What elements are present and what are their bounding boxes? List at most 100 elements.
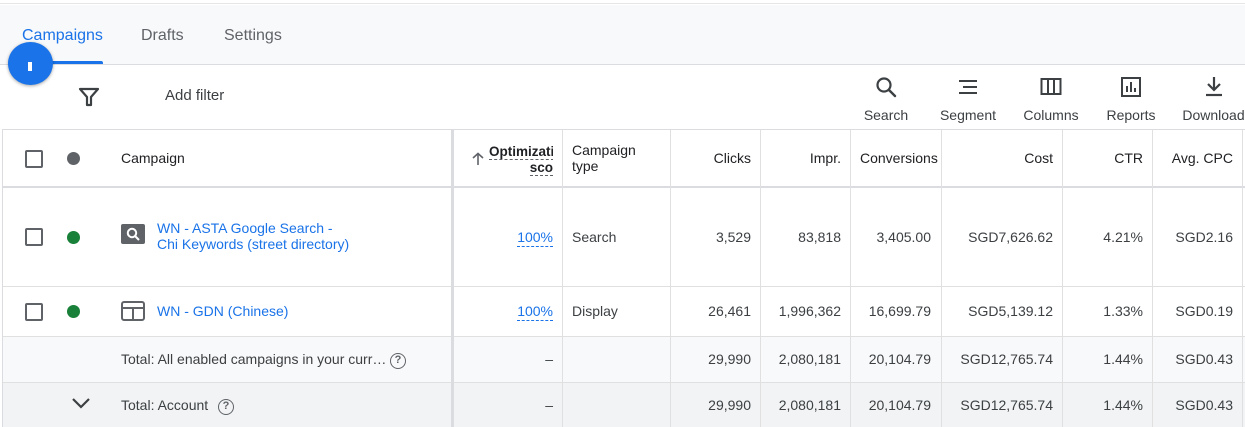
help-icon[interactable]: ? bbox=[390, 350, 406, 369]
column-divider bbox=[670, 130, 671, 427]
header-campaign-type-line1: Campaign bbox=[572, 142, 636, 158]
campaign-type: Display bbox=[572, 303, 618, 319]
header-optimization-line2: sco bbox=[529, 160, 553, 176]
clicks-total: 29,990 bbox=[708, 351, 751, 367]
column-divider bbox=[562, 130, 563, 427]
header-optimization-score[interactable]: Optimizati sco bbox=[489, 144, 553, 176]
header-conversions[interactable]: Conversions bbox=[860, 150, 938, 166]
optimization-score-value: 100% bbox=[517, 229, 553, 247]
column-divider bbox=[760, 130, 761, 427]
clicks-value: 26,461 bbox=[708, 303, 751, 319]
search-campaign-icon bbox=[121, 224, 145, 247]
column-divider bbox=[850, 130, 851, 427]
status-header-dot[interactable] bbox=[67, 152, 80, 165]
campaign-name-link[interactable]: WN - ASTA Google Search - Chi Keywords (… bbox=[157, 220, 349, 252]
reports-tool-button[interactable]: Reports bbox=[1103, 75, 1159, 125]
impressions-value: 1,996,362 bbox=[778, 303, 841, 319]
total-label: Total: Account bbox=[121, 397, 209, 413]
column-divider bbox=[1242, 130, 1243, 427]
campaigns-table: Campaign Optimizati sco Campaign type Cl… bbox=[2, 129, 1245, 427]
columns-icon bbox=[1021, 75, 1081, 99]
tab-settings[interactable]: Settings bbox=[224, 27, 282, 44]
toolbar: Add filter Search Segment Columns Report… bbox=[0, 65, 1245, 129]
header-avg-cpc[interactable]: Avg. CPC bbox=[1171, 150, 1233, 166]
ctr-total: 1.44% bbox=[1103, 397, 1143, 413]
impressions-value: 83,818 bbox=[798, 229, 841, 245]
tab-drafts[interactable]: Drafts bbox=[141, 27, 184, 44]
campaign-name-link[interactable]: WN - GDN (Chinese) bbox=[157, 303, 289, 319]
download-icon bbox=[1182, 75, 1245, 99]
cost-total: SGD12,765.74 bbox=[960, 351, 1053, 367]
header-campaign-type-line2: type bbox=[572, 158, 599, 174]
select-all-checkbox[interactable] bbox=[25, 150, 43, 168]
impressions-total: 2,080,181 bbox=[778, 351, 841, 367]
tab-campaigns[interactable]: Campaigns bbox=[22, 27, 103, 44]
optimization-total: – bbox=[545, 397, 553, 413]
avg-cpc-total: SGD0.43 bbox=[1175, 397, 1233, 413]
total-row: Total: Account ? – 29,990 2,080,181 20,1… bbox=[3, 383, 1245, 427]
filter-icon[interactable] bbox=[78, 87, 100, 112]
optimization-total: – bbox=[545, 351, 553, 367]
header-optimization-line1: Optimizati bbox=[489, 144, 553, 160]
column-divider bbox=[1062, 130, 1063, 427]
segment-tool-label: Segment bbox=[939, 107, 997, 123]
optimization-score-link[interactable]: 100% bbox=[473, 303, 553, 321]
plus-icon bbox=[28, 62, 32, 71]
column-divider bbox=[941, 130, 942, 427]
search-icon bbox=[862, 75, 910, 99]
download-tool-button[interactable]: Download bbox=[1182, 75, 1245, 125]
campaign-type: Search bbox=[572, 229, 617, 245]
conversions-total: 20,104.79 bbox=[868, 351, 931, 367]
sort-ascending-icon[interactable] bbox=[471, 152, 485, 169]
header-clicks[interactable]: Clicks bbox=[713, 150, 751, 166]
download-tool-label: Download bbox=[1182, 107, 1245, 123]
total-label: Total: All enabled campaigns in your cur… bbox=[121, 351, 387, 367]
chevron-down-icon[interactable] bbox=[71, 396, 91, 413]
optimization-score-value: 100% bbox=[517, 303, 553, 321]
header-ctr[interactable]: CTR bbox=[1114, 150, 1143, 166]
status-enabled-dot[interactable] bbox=[67, 305, 80, 318]
conversions-total: 20,104.79 bbox=[868, 397, 931, 413]
ctr-value: 1.33% bbox=[1103, 303, 1143, 319]
reports-tool-label: Reports bbox=[1106, 107, 1156, 123]
header-campaign[interactable]: Campaign bbox=[121, 150, 185, 166]
tab-bar: Campaigns Drafts Settings bbox=[0, 5, 1245, 65]
row-checkbox[interactable] bbox=[25, 303, 43, 321]
clicks-total: 29,990 bbox=[708, 397, 751, 413]
clicks-value: 3,529 bbox=[715, 229, 751, 245]
row-checkbox[interactable] bbox=[25, 228, 43, 246]
status-enabled-dot[interactable] bbox=[67, 231, 80, 244]
avg-cpc-value: SGD0.19 bbox=[1175, 303, 1233, 319]
columns-tool-button[interactable]: Columns bbox=[1021, 75, 1081, 125]
header-campaign-type[interactable]: Campaign type bbox=[572, 142, 636, 174]
ctr-total: 1.44% bbox=[1103, 351, 1143, 367]
active-tab-indicator bbox=[10, 61, 103, 64]
avg-cpc-value: SGD2.16 bbox=[1175, 229, 1233, 245]
table-row: WN - ASTA Google Search - Chi Keywords (… bbox=[3, 188, 1245, 287]
add-filter-button[interactable]: Add filter bbox=[165, 87, 225, 104]
avg-cpc-total: SGD0.43 bbox=[1175, 351, 1233, 367]
help-icon[interactable]: ? bbox=[218, 396, 234, 415]
table-header-row: Campaign Optimizati sco Campaign type Cl… bbox=[3, 130, 1245, 188]
search-tool-label: Search bbox=[863, 107, 909, 123]
search-tool-button[interactable]: Search bbox=[862, 75, 910, 125]
header-impressions[interactable]: Impr. bbox=[809, 150, 841, 166]
conversions-value: 3,405.00 bbox=[876, 229, 932, 245]
campaign-name-line2: Chi Keywords (street directory) bbox=[157, 236, 350, 252]
cost-value: SGD5,139.12 bbox=[968, 303, 1053, 319]
optimization-score-link[interactable]: 100% bbox=[473, 229, 553, 247]
columns-tool-label: Columns bbox=[1023, 107, 1079, 123]
cost-value: SGD7,626.62 bbox=[968, 229, 1053, 245]
header-cost[interactable]: Cost bbox=[1024, 150, 1053, 166]
segment-tool-button[interactable]: Segment bbox=[938, 75, 998, 125]
display-campaign-icon bbox=[121, 301, 145, 324]
column-divider[interactable] bbox=[451, 130, 454, 427]
impressions-total: 2,080,181 bbox=[778, 397, 841, 413]
new-campaign-fab-button[interactable] bbox=[8, 42, 53, 85]
cost-total: SGD12,765.74 bbox=[960, 397, 1053, 413]
segment-icon bbox=[938, 75, 998, 99]
total-row: Total: All enabled campaigns in your cur… bbox=[3, 337, 1245, 383]
top-strip bbox=[0, 0, 1245, 4]
campaign-name-line1: WN - ASTA Google Search - bbox=[157, 220, 333, 236]
column-divider bbox=[1152, 130, 1153, 427]
